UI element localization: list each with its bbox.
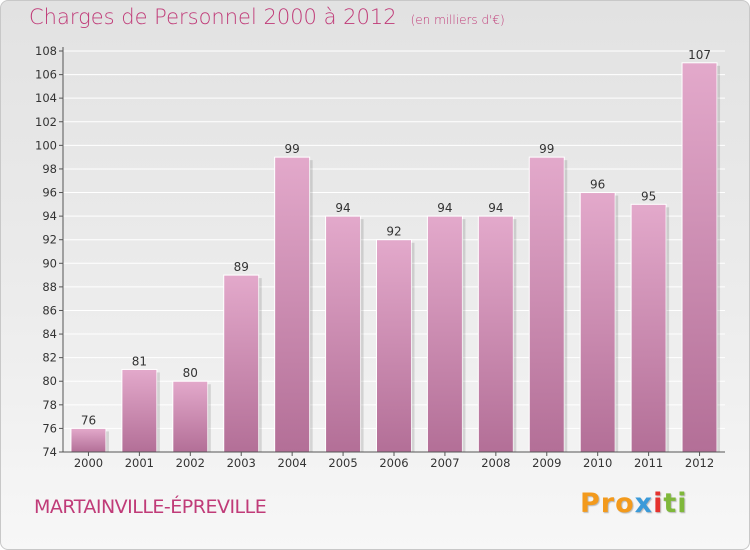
- bar-shadow: [360, 219, 364, 452]
- bar-shadow: [564, 160, 568, 452]
- y-tick-label: 106: [35, 68, 57, 82]
- bar-shadow: [309, 160, 313, 452]
- y-tick-label: 80: [42, 374, 57, 388]
- chart-title-text: Charges de Personnel 2000 à 2012: [29, 5, 397, 29]
- x-tick-label: 2005: [328, 456, 357, 470]
- y-tick-label: 94: [42, 209, 57, 223]
- bar-shadow: [411, 242, 415, 452]
- x-tick-label: 2004: [278, 456, 307, 470]
- y-tick-label: 98: [42, 162, 57, 176]
- y-tick-label: 78: [42, 398, 57, 412]
- bar-2012: [681, 62, 718, 453]
- data-label-2012: 107: [688, 48, 711, 62]
- logo-part-4: ti: [663, 488, 688, 519]
- logo-part-2: x: [634, 488, 654, 519]
- data-label-2006: 92: [386, 225, 401, 239]
- bar-2011: [630, 203, 667, 453]
- bar-2003: [223, 274, 260, 453]
- proxiti-logo: Proxiti: [580, 488, 688, 519]
- axes: 74 76 78 80 82 84 86 88 90 92 94 96 98 100 102 104 106 10…: [35, 44, 725, 470]
- data-label-2000: 76: [81, 413, 96, 427]
- bar-2001: [121, 368, 158, 453]
- x-tick-label: 2009: [532, 456, 561, 470]
- x-tick-label: 2006: [379, 456, 408, 470]
- y-tick-label: 96: [42, 186, 57, 200]
- bar-2000: [70, 427, 107, 453]
- chart-unit: (en milliers d'€): [410, 13, 505, 27]
- x-tick-label: 2001: [125, 456, 154, 470]
- bar-shadow: [615, 195, 619, 452]
- logo-part-3: i: [653, 488, 664, 519]
- bar-2007: [426, 215, 463, 453]
- data-label-2008: 94: [488, 201, 503, 215]
- x-tick-label: 2002: [176, 456, 205, 470]
- data-label-2005: 94: [335, 201, 350, 215]
- data-label-2003: 89: [234, 260, 249, 274]
- chart-title: Charges de Personnel 2000 à 2012 (en mill…: [29, 5, 505, 29]
- bar-shadow: [156, 372, 160, 452]
- x-tick-label: 2008: [481, 456, 510, 470]
- x-tick-label: 2010: [583, 456, 612, 470]
- bars: 76 81 80 89 99 94 92 94 94 99 96 95 107: [70, 48, 721, 453]
- data-label-2010: 96: [590, 178, 605, 192]
- y-tick-label: 86: [42, 303, 57, 317]
- x-tick-label: 2000: [74, 456, 103, 470]
- data-label-2004: 99: [285, 142, 300, 156]
- x-tick-label: 2012: [685, 456, 714, 470]
- bar-shadow: [258, 278, 262, 452]
- y-tick-label: 102: [35, 115, 57, 129]
- y-tick-label: 104: [35, 91, 57, 105]
- bar-shadow: [105, 431, 109, 452]
- y-tick-label: 82: [42, 351, 57, 365]
- data-label-2011: 95: [641, 189, 656, 203]
- data-label-2009: 99: [539, 142, 554, 156]
- y-tick-label: 100: [35, 138, 57, 152]
- x-tick-label: 2003: [227, 456, 256, 470]
- y-tick-label: 88: [42, 280, 57, 294]
- y-tick-label: 90: [42, 256, 57, 270]
- bar-shadow: [462, 219, 466, 452]
- bar-shadow: [717, 65, 721, 452]
- bar-2005: [325, 215, 362, 453]
- bar-2004: [274, 156, 311, 453]
- logo-part-1: Pro: [580, 488, 635, 519]
- y-tick-label: 76: [42, 421, 57, 435]
- bar-shadow: [513, 219, 517, 452]
- bar-2010: [579, 192, 616, 453]
- location-name: MARTAINVILLE-ÉPREVILLE: [34, 496, 267, 518]
- bar-shadow: [666, 207, 670, 452]
- y-tick-label: 92: [42, 233, 57, 247]
- x-tick-label: 2011: [634, 456, 663, 470]
- x-tick-label: 2007: [430, 456, 459, 470]
- bar-2006: [376, 239, 412, 453]
- data-label-2001: 81: [132, 354, 147, 368]
- data-label-2007: 94: [437, 201, 452, 215]
- y-tick-label: 84: [42, 327, 57, 341]
- bar-2002: [172, 380, 209, 453]
- y-tick-label: 74: [42, 445, 57, 459]
- bar-2009: [528, 156, 565, 453]
- bar-shadow: [207, 384, 211, 452]
- y-tick-label: 108: [35, 44, 57, 58]
- data-label-2002: 80: [183, 366, 198, 380]
- bar-2008: [477, 215, 514, 453]
